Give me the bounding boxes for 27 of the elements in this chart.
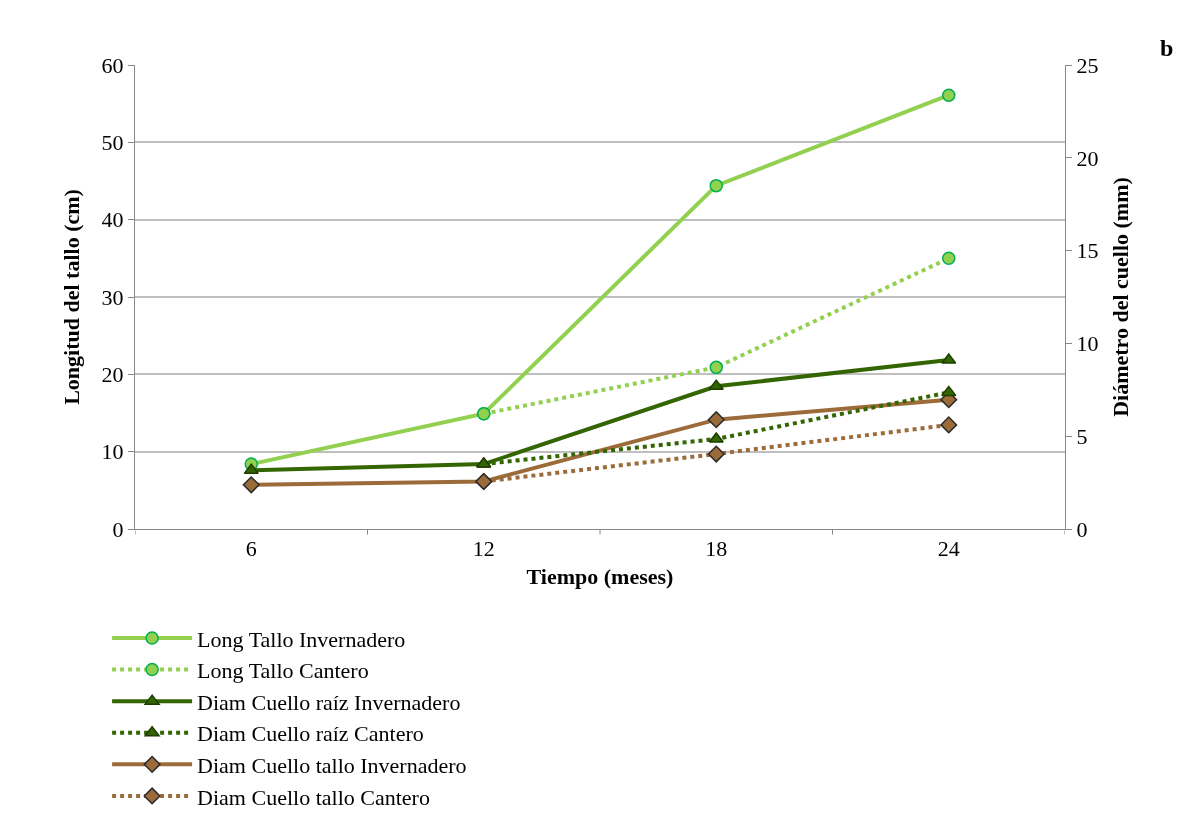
x-tick-label: 12 xyxy=(472,536,495,562)
y-tick-label: 10 xyxy=(101,439,124,465)
y2-tick-label: 20 xyxy=(1076,145,1099,171)
y2-axis-title: Diámetro del cuello (mm) xyxy=(1108,177,1134,417)
y-tick-label: 50 xyxy=(101,130,124,156)
y-tick-label: 40 xyxy=(101,207,124,233)
y-tick-label: 30 xyxy=(101,284,124,310)
y2-tick-label: 0 xyxy=(1076,516,1088,542)
legend-label: Diam Cuello raíz Cantero xyxy=(197,721,424,747)
legend-label: Diam Cuello tallo Cantero xyxy=(197,784,430,810)
legend-label: Diam Cuello raíz Invernadero xyxy=(197,689,461,715)
y-tick-label: 20 xyxy=(101,362,124,388)
y2-tick-label: 25 xyxy=(1076,52,1099,78)
text: b xyxy=(1160,35,1174,61)
y2-tick-label: 10 xyxy=(1076,331,1099,357)
y2-tick-label: 15 xyxy=(1076,238,1099,264)
y2-tick-label: 5 xyxy=(1076,423,1088,449)
x-tick-label: 18 xyxy=(705,536,728,562)
x-tick-label: 6 xyxy=(245,536,257,562)
y-axis-title: Longitud del tallo (cm) xyxy=(59,189,85,405)
x-tick-label: 24 xyxy=(937,536,960,562)
y-tick-label: 60 xyxy=(101,52,124,78)
legend-label: Long Tallo Invernadero xyxy=(197,626,406,652)
y-tick-label: 0 xyxy=(112,516,124,542)
x-axis-title: Tiempo (meses) xyxy=(526,564,674,590)
legend-label: Diam Cuello tallo Invernadero xyxy=(197,752,467,778)
legend-label: Long Tallo Cantero xyxy=(197,658,369,684)
